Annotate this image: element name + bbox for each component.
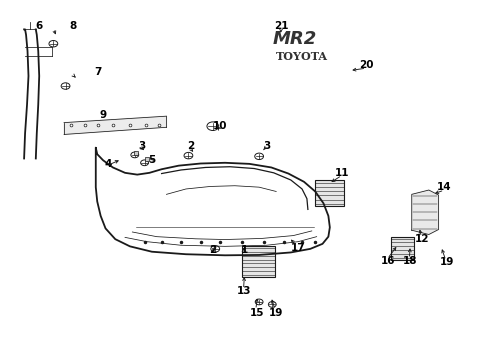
Text: 18: 18 [402,256,417,266]
Text: 7: 7 [94,67,102,77]
Text: MR2: MR2 [272,30,316,48]
Text: 4: 4 [104,159,111,169]
Text: 3: 3 [138,141,145,151]
Polygon shape [64,116,166,134]
Text: 13: 13 [237,286,251,296]
Text: 6: 6 [35,21,42,31]
Text: 2: 2 [209,245,216,255]
Text: 3: 3 [262,141,269,151]
Text: 21: 21 [273,21,288,31]
Text: 10: 10 [212,121,227,131]
Text: 5: 5 [148,155,155,165]
Text: 19: 19 [439,257,453,267]
Text: 9: 9 [100,111,106,121]
Text: 11: 11 [334,168,348,178]
Bar [390,237,413,260]
Bar [242,246,275,277]
Polygon shape [411,190,438,234]
Text: 2: 2 [187,141,194,151]
Text: 14: 14 [436,182,451,192]
Text: 17: 17 [290,243,305,253]
Bar [315,180,344,206]
Text: 12: 12 [414,234,429,244]
Text: TOYOTA: TOYOTA [276,51,327,63]
Text: 1: 1 [241,245,247,255]
Text: 16: 16 [380,256,395,266]
Text: 20: 20 [358,60,373,70]
Text: 8: 8 [69,21,76,31]
Text: 19: 19 [268,308,283,318]
Text: 15: 15 [249,308,264,318]
